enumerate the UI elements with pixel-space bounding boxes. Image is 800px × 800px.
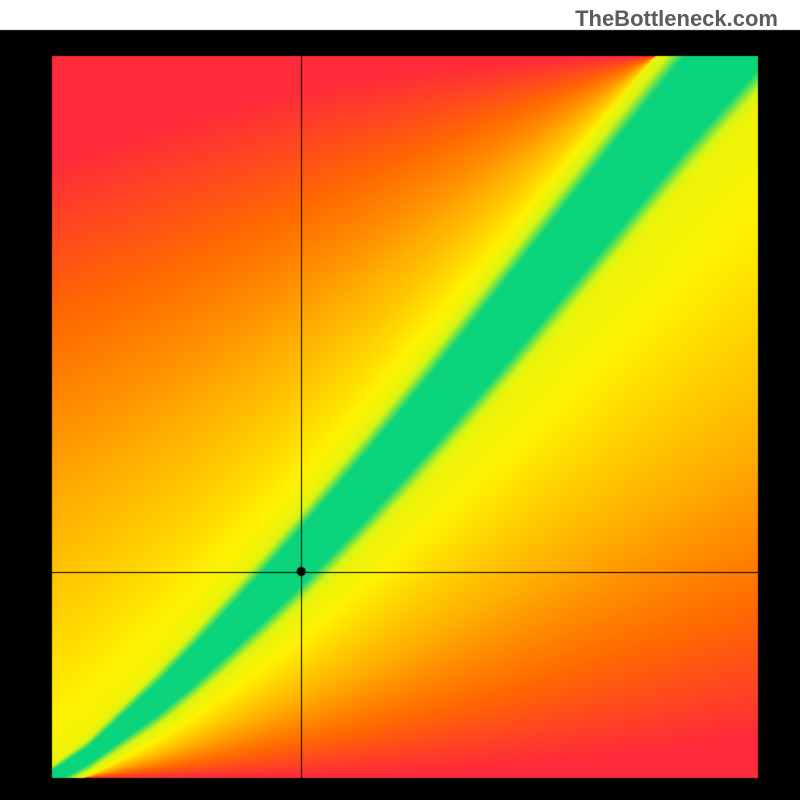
attribution-label: TheBottleneck.com bbox=[575, 6, 778, 32]
chart-container: { "canvas": { "width": 800, "height": 80… bbox=[0, 0, 800, 800]
bottleneck-heatmap bbox=[0, 0, 800, 800]
